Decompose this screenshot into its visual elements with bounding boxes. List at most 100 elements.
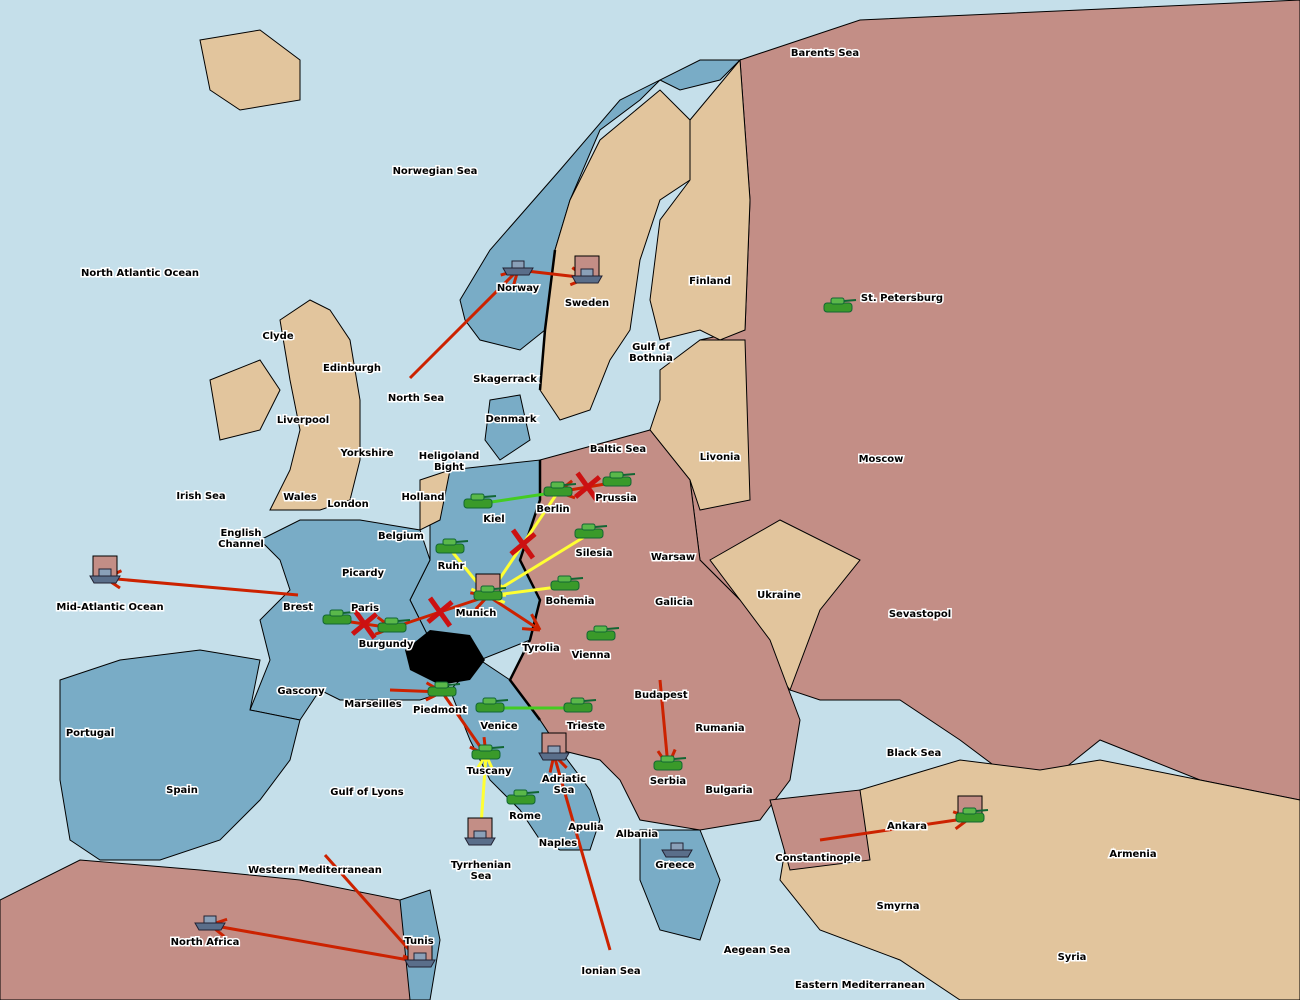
province-label: Galicia [655, 597, 693, 608]
province-label: Apulia [568, 822, 604, 833]
province-label: Ruhr [438, 561, 465, 572]
province-label: Norway [497, 283, 540, 294]
army-tank-icon[interactable] [574, 523, 608, 539]
province-label: Ukraine [757, 590, 801, 601]
norway[interactable] [459, 59, 742, 351]
labels-layer: Barents Sea Norwegian Sea North Atlantic O… [55, 47, 1158, 993]
province-label: Denmark [486, 414, 537, 425]
fleet-ship-icon[interactable] [661, 842, 693, 858]
province-label: Smyrna [877, 901, 920, 912]
province-label: North Sea [388, 393, 444, 404]
province-label: Heligoland Bight [419, 451, 480, 473]
army-tank-icon[interactable] [473, 573, 507, 601]
province-label: Naples [539, 838, 577, 849]
army-tank-icon[interactable] [955, 795, 989, 823]
province-label: Tuscany [466, 766, 512, 777]
holland[interactable] [419, 469, 451, 531]
livonia[interactable] [649, 339, 751, 511]
province-label: Ankara [887, 821, 927, 832]
army-tank-icon[interactable] [471, 744, 505, 760]
finland[interactable] [649, 58, 751, 341]
province-label: Ionian Sea [581, 966, 640, 977]
province-label: Albania [616, 829, 658, 840]
province-label: Paris [351, 603, 379, 614]
constantinople[interactable] [769, 789, 871, 871]
province-label: Gascony [277, 686, 325, 697]
province-label: Gulf of Bothnia [629, 342, 673, 364]
province-label: Barents Sea [791, 48, 859, 59]
province-label: Black Sea [887, 748, 942, 759]
army-tank-icon[interactable] [506, 789, 540, 805]
fleet-ship-icon[interactable] [502, 260, 534, 276]
province-label: Finland [689, 276, 731, 287]
province-label: Gulf of Lyons [330, 787, 403, 798]
province-label: Tyrrhenian Sea [451, 860, 511, 882]
province-label: Skagerrack [473, 374, 537, 385]
fleet-ship-icon[interactable] [464, 817, 496, 846]
province-label: Wales [283, 492, 317, 503]
denmark[interactable] [484, 394, 531, 461]
province-label: North Atlantic Ocean [81, 268, 199, 279]
province-label: St. Petersburg [861, 293, 943, 304]
sweden[interactable] [539, 89, 691, 421]
units-layer [89, 255, 989, 968]
province-label: Trieste [567, 721, 606, 732]
greece[interactable] [639, 829, 721, 941]
army-tank-icon[interactable] [550, 575, 584, 591]
army-tank-icon[interactable] [823, 297, 857, 313]
fleet-ship-icon[interactable] [194, 915, 226, 931]
switzerland [405, 630, 485, 685]
turkey[interactable] [779, 759, 1300, 1000]
move-order-arrow [487, 594, 542, 632]
province-label: Liverpool [277, 415, 329, 426]
failed-order-x-icon [573, 471, 602, 503]
army-tank-icon[interactable] [427, 681, 461, 697]
province-label: Kiel [483, 514, 504, 525]
fleet-ship-icon[interactable] [538, 732, 570, 761]
province-label: Sweden [565, 298, 609, 309]
fleet-ship-icon[interactable] [404, 939, 436, 968]
iceland[interactable] [199, 29, 301, 111]
army-tank-icon[interactable] [653, 755, 687, 771]
army-tank-icon[interactable] [563, 697, 597, 713]
province-label: Sevastopol [889, 609, 951, 620]
province-label: Tyrolia [522, 643, 560, 654]
province-label: Norwegian Sea [393, 166, 478, 177]
province-label: Syria [1058, 952, 1087, 963]
province-label: Portugal [66, 728, 114, 739]
iberia[interactable] [59, 649, 301, 861]
province-label: Moscow [859, 454, 904, 465]
army-tank-icon[interactable] [322, 609, 356, 625]
province-label: North Africa [171, 937, 240, 948]
province-label: Adriatic Sea [542, 774, 586, 796]
britain[interactable] [269, 299, 361, 511]
province-label: Berlin [536, 504, 569, 515]
army-tank-icon[interactable] [586, 625, 620, 641]
army-tank-icon[interactable] [463, 493, 497, 509]
province-label: Bulgaria [705, 785, 752, 796]
province-label: Greece [655, 860, 695, 871]
failed-order-x-icon [426, 596, 454, 628]
province-label: Western Mediterranean [248, 865, 382, 876]
province-label: English Channel [218, 528, 264, 550]
fleet-ship-icon[interactable] [571, 255, 603, 284]
army-tank-icon[interactable] [543, 481, 577, 497]
province-label: Prussia [595, 493, 636, 504]
ireland[interactable] [209, 359, 281, 441]
power-border [508, 460, 542, 721]
army-tank-icon[interactable] [602, 471, 636, 487]
province-label: Picardy [342, 568, 385, 579]
fleet-ship-icon[interactable] [89, 555, 121, 584]
province-label: Rome [509, 811, 541, 822]
province-label: Piedmont [413, 705, 467, 716]
province-label: London [327, 499, 369, 510]
army-tank-icon[interactable] [377, 617, 411, 633]
province-label: Warsaw [651, 552, 695, 563]
army-tank-icon[interactable] [475, 697, 509, 713]
province-label: Yorkshire [340, 448, 394, 459]
province-label: Rumania [695, 723, 744, 734]
army-tank-icon[interactable] [435, 538, 469, 554]
province-label: Marseilles [344, 699, 401, 710]
